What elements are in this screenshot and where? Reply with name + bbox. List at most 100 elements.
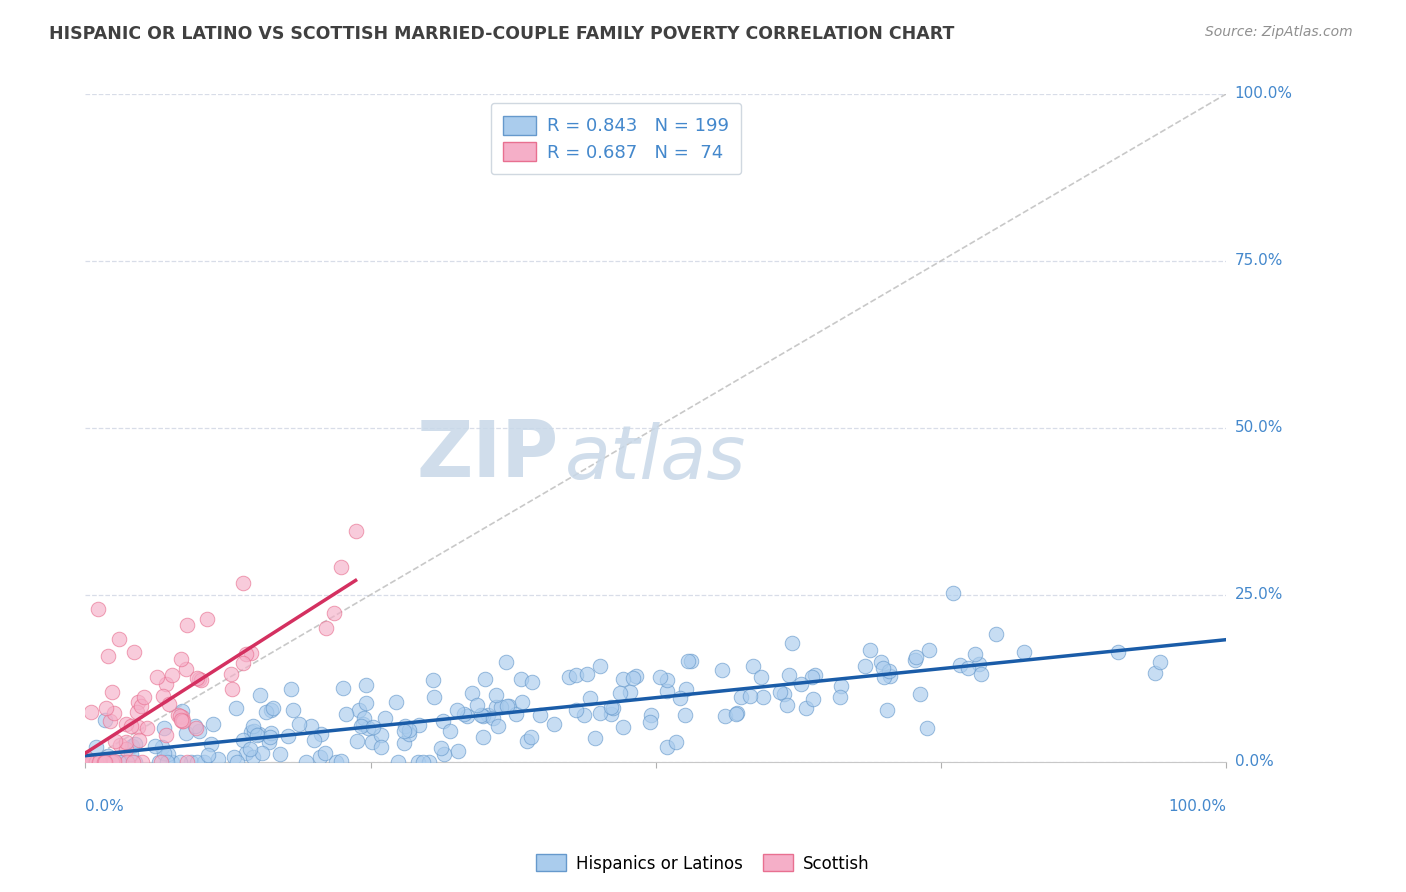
Point <box>665 735 688 749</box>
Point <box>724 707 747 722</box>
Point <box>350 719 373 733</box>
Point <box>510 695 533 709</box>
Point <box>222 750 245 764</box>
Point <box>243 723 266 738</box>
Point <box>346 734 368 748</box>
Point <box>392 735 415 749</box>
Point <box>150 740 173 755</box>
Point <box>655 673 678 688</box>
Point <box>477 708 499 723</box>
Point <box>714 709 737 723</box>
Point <box>1012 645 1035 659</box>
Point <box>801 692 824 706</box>
Point <box>430 741 453 756</box>
Point <box>107 755 129 769</box>
Point <box>131 755 153 769</box>
Point <box>143 739 166 753</box>
Point <box>564 668 586 682</box>
Point <box>186 671 208 685</box>
Point <box>226 755 249 769</box>
Point <box>221 681 243 696</box>
Point <box>558 670 581 684</box>
Point <box>1143 665 1166 680</box>
Point <box>778 668 800 682</box>
Point <box>153 746 176 760</box>
Point <box>673 708 696 723</box>
Point <box>495 655 517 669</box>
Point <box>418 755 440 769</box>
Point <box>408 717 430 731</box>
Point <box>250 746 273 760</box>
Point <box>322 607 344 621</box>
Point <box>93 755 115 769</box>
Point <box>325 755 347 769</box>
Point <box>908 687 931 701</box>
Point <box>75 750 97 764</box>
Point <box>387 755 409 769</box>
Point <box>276 729 298 743</box>
Point <box>86 755 108 769</box>
Point <box>676 654 699 668</box>
Point <box>288 717 311 731</box>
Point <box>803 668 825 682</box>
Point <box>188 672 211 686</box>
Point <box>257 735 280 749</box>
Point <box>103 706 125 721</box>
Point <box>115 717 138 731</box>
Point <box>609 685 631 699</box>
Point <box>169 755 191 769</box>
Point <box>110 755 132 769</box>
Point <box>730 690 752 704</box>
Point <box>602 701 624 715</box>
Point <box>456 709 478 723</box>
Text: 100.0%: 100.0% <box>1168 798 1226 814</box>
Point <box>219 667 242 681</box>
Point <box>97 748 120 763</box>
Point <box>240 725 263 739</box>
Point <box>97 649 120 664</box>
Point <box>132 690 155 704</box>
Point <box>242 749 264 764</box>
Text: 0.0%: 0.0% <box>86 798 124 814</box>
Point <box>655 683 678 698</box>
Point <box>472 708 495 723</box>
Point <box>124 755 146 769</box>
Point <box>439 724 461 739</box>
Point <box>640 708 662 723</box>
Point <box>232 576 254 591</box>
Point <box>742 659 765 673</box>
Point <box>332 681 354 696</box>
Point <box>491 700 513 714</box>
Point <box>398 723 420 737</box>
Point <box>121 739 143 753</box>
Point <box>136 721 159 735</box>
Point <box>315 621 337 635</box>
Point <box>447 744 470 758</box>
Point <box>612 720 634 734</box>
Point <box>879 669 901 683</box>
Point <box>83 755 105 769</box>
Point <box>174 726 197 740</box>
Point <box>80 754 103 768</box>
Point <box>465 698 488 712</box>
Point <box>235 746 257 760</box>
Text: ZIP: ZIP <box>416 417 558 492</box>
Point <box>335 706 357 721</box>
Point <box>520 731 543 745</box>
Point <box>949 657 972 672</box>
Point <box>374 711 396 725</box>
Point <box>186 755 208 769</box>
Point <box>329 560 352 574</box>
Text: atlas: atlas <box>564 422 745 494</box>
Point <box>103 755 125 769</box>
Point <box>942 585 965 599</box>
Point <box>749 670 772 684</box>
Point <box>101 755 124 769</box>
Point <box>769 685 792 699</box>
Point <box>128 733 150 747</box>
Point <box>260 726 283 740</box>
Point <box>482 711 505 725</box>
Point <box>150 755 173 769</box>
Point <box>280 681 302 696</box>
Point <box>876 703 898 717</box>
